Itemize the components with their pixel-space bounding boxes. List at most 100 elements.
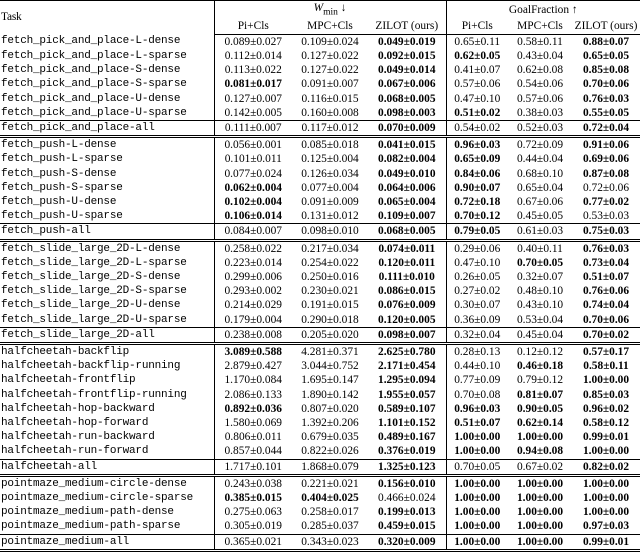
value: 0.086±0.015 bbox=[378, 285, 436, 298]
cell: 1.955±0.057 bbox=[368, 388, 446, 402]
cell: 0.191±0.015 bbox=[292, 298, 368, 312]
cell: 0.96±0.02 bbox=[572, 402, 640, 416]
arrow: ↓ bbox=[340, 2, 347, 14]
value: 0.404±0.025 bbox=[301, 491, 359, 504]
cell: 4.281±0.371 bbox=[292, 343, 368, 359]
cell: 0.062±0.004 bbox=[213, 180, 292, 195]
cell: 0.75±0.03 bbox=[572, 223, 640, 242]
cell: 1.392±0.206 bbox=[292, 416, 368, 430]
cell: 0.38±0.03 bbox=[508, 106, 572, 121]
cell: 0.43±0.04 bbox=[508, 49, 572, 63]
value: 1.00±0.00 bbox=[516, 491, 564, 504]
value: 1.00±0.00 bbox=[582, 445, 630, 458]
cell: 0.106±0.014 bbox=[213, 209, 292, 224]
value: 0.32±0.07 bbox=[516, 270, 564, 283]
value: 0.99±0.01 bbox=[582, 535, 630, 548]
value: 1.00±0.00 bbox=[516, 506, 564, 519]
cell: 0.81±0.07 bbox=[508, 388, 572, 402]
value: 1.00±0.00 bbox=[516, 431, 564, 444]
value: 0.098±0.010 bbox=[301, 225, 359, 238]
value: 1.101±0.152 bbox=[378, 416, 436, 429]
cell: 1.890±0.142 bbox=[292, 388, 368, 402]
cell: 0.376±0.019 bbox=[368, 444, 446, 459]
cell: 1.00±0.00 bbox=[508, 491, 572, 505]
value: 0.65±0.11 bbox=[454, 35, 501, 48]
value: 0.238±0.008 bbox=[224, 328, 282, 341]
cell: 0.064±0.006 bbox=[368, 181, 446, 195]
cell: 0.65±0.09 bbox=[445, 152, 509, 167]
value: 2.171±0.454 bbox=[378, 360, 436, 373]
cell: 0.082±0.004 bbox=[368, 152, 446, 166]
cell: 0.290±0.018 bbox=[292, 313, 368, 328]
row: fetch_pick_and_place-U-sparse 0.142±0.005… bbox=[0, 105, 640, 121]
value: 0.223±0.014 bbox=[224, 256, 282, 269]
value: 0.53±0.04 bbox=[516, 313, 564, 326]
cell: 0.65±0.11 bbox=[445, 34, 509, 49]
value: 0.230±0.021 bbox=[301, 285, 359, 298]
task-name: fetch_slide_large_2D-S-sparse bbox=[1, 285, 187, 298]
value: 0.65±0.09 bbox=[454, 153, 501, 166]
value: 0.179±0.004 bbox=[224, 313, 282, 326]
value: 0.43±0.04 bbox=[516, 49, 564, 62]
value: 0.97±0.03 bbox=[582, 520, 630, 533]
cell: 0.29±0.06 bbox=[445, 240, 509, 256]
column-header: ZILOT (ours) bbox=[572, 19, 640, 35]
value: 0.106±0.014 bbox=[224, 210, 282, 223]
cell: 1.00±0.00 bbox=[445, 490, 509, 506]
cell: 0.62±0.14 bbox=[508, 416, 572, 430]
summary-row: pointmaze_medium-all 0.365±0.021 0.343±0.0… bbox=[0, 533, 640, 552]
cell: 0.205±0.020 bbox=[292, 326, 368, 345]
value: 0.102±0.004 bbox=[224, 195, 282, 208]
value: 0.54±0.06 bbox=[516, 78, 564, 91]
value: 1.00±0.00 bbox=[454, 491, 501, 504]
cell: 0.51±0.07 bbox=[445, 415, 509, 431]
cell: 0.65±0.05 bbox=[572, 49, 640, 63]
cell: 2.879±0.427 bbox=[213, 359, 292, 374]
row: fetch_push-U-sparse 0.106±0.014 0.131±0.01… bbox=[0, 209, 640, 224]
cell: 0.70±0.06 bbox=[572, 313, 640, 328]
cell: 0.041±0.015 bbox=[368, 137, 446, 153]
cell: 0.112±0.014 bbox=[213, 48, 292, 64]
cell: 0.76±0.03 bbox=[572, 240, 640, 256]
cell: 1.00±0.00 bbox=[572, 373, 640, 387]
value: 0.089±0.027 bbox=[224, 35, 282, 48]
row: fetch_slide_large_2D-L-dense 0.258±0.022 0… bbox=[0, 240, 640, 256]
cell: 0.160±0.008 bbox=[292, 106, 368, 121]
value: 0.44±0.04 bbox=[516, 153, 564, 166]
value: 0.062±0.004 bbox=[224, 181, 282, 194]
value: 0.67±0.02 bbox=[516, 460, 564, 473]
cell: 0.086±0.015 bbox=[368, 284, 446, 298]
value: 0.101±0.011 bbox=[224, 153, 282, 166]
value: 0.96±0.02 bbox=[582, 402, 630, 415]
value: 0.72±0.18 bbox=[454, 195, 501, 208]
cell: 0.098±0.003 bbox=[368, 106, 446, 121]
cell: 0.068±0.005 bbox=[368, 223, 447, 242]
value: 0.90±0.07 bbox=[454, 181, 501, 194]
task-name: pointmaze_medium-all bbox=[0, 533, 214, 552]
cell: 0.57±0.17 bbox=[572, 343, 640, 359]
value: 0.258±0.017 bbox=[301, 506, 359, 519]
group-header: GoalFraction ↑ bbox=[445, 0, 640, 20]
value: 0.51±0.02 bbox=[454, 106, 501, 119]
value: 0.62±0.05 bbox=[454, 49, 501, 62]
cell: 0.69±0.06 bbox=[572, 152, 640, 166]
value: 0.79±0.12 bbox=[516, 374, 564, 387]
value: 1.695±0.147 bbox=[301, 374, 359, 387]
value: 1.00±0.00 bbox=[582, 506, 630, 519]
cell: 1.00±0.00 bbox=[572, 505, 640, 519]
cell: 1.717±0.101 bbox=[213, 458, 292, 477]
cell: 0.089±0.027 bbox=[213, 34, 292, 49]
value: 0.51±0.07 bbox=[582, 270, 630, 283]
value: 0.82±0.02 bbox=[582, 460, 630, 473]
cell: 0.305±0.019 bbox=[213, 519, 292, 535]
value: 1.00±0.00 bbox=[454, 506, 501, 519]
value: 2.879±0.427 bbox=[224, 360, 282, 373]
row: fetch_slide_large_2D-L-sparse 0.223±0.014… bbox=[0, 255, 640, 270]
value: 0.065±0.004 bbox=[378, 195, 436, 208]
value: 0.77±0.09 bbox=[454, 374, 501, 387]
cell: 0.120±0.005 bbox=[368, 313, 446, 328]
cell: 1.170±0.084 bbox=[213, 373, 292, 388]
value: 0.290±0.018 bbox=[301, 313, 359, 326]
cell: 0.116±0.015 bbox=[292, 92, 368, 106]
